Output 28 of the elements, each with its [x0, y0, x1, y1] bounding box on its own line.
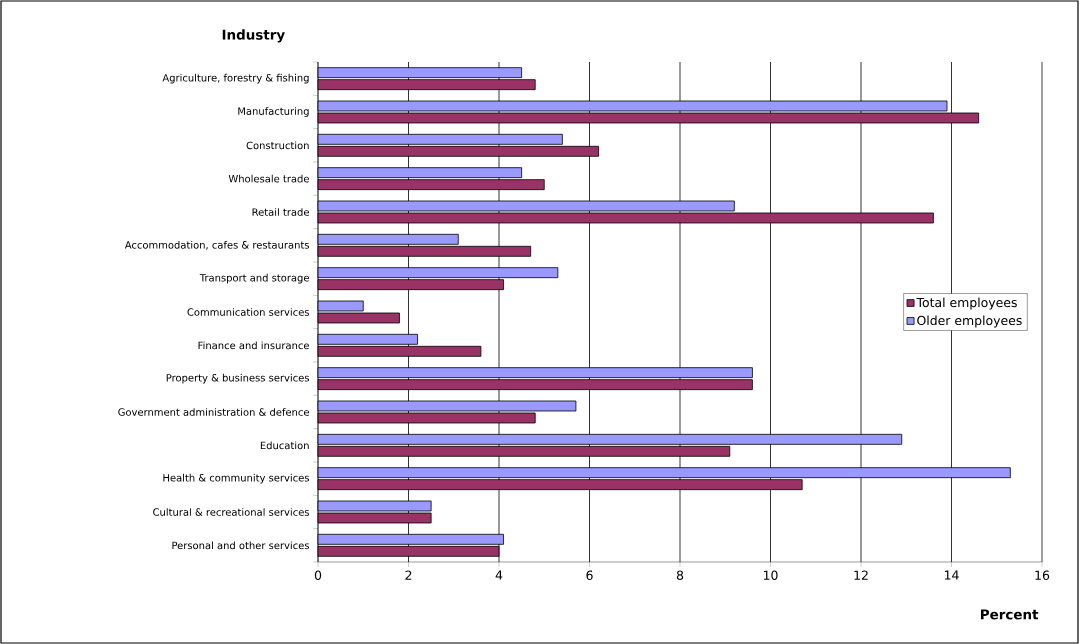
y-tick-label: Manufacturing	[238, 107, 309, 117]
y-tick-label: Agriculture, forestry & fishing	[162, 73, 309, 84]
y-tick-label: Construction	[246, 141, 309, 150]
y-tick-label: Property & business services	[166, 373, 310, 384]
x-tick-label: 4	[495, 570, 503, 580]
x-tick-label: 12	[854, 570, 868, 580]
x-tick-label: 2	[405, 570, 412, 580]
y-tick-label: Cultural & recreational services	[153, 508, 310, 516]
y-tick-label: Education	[260, 441, 309, 450]
y-tick-label: Transport and storage	[199, 273, 309, 284]
x-tick-label: 16	[1035, 570, 1050, 580]
x-tick-label: 0	[314, 570, 322, 580]
legend-label: Older employees	[917, 315, 1022, 328]
x-axis-title: Percent	[981, 609, 1039, 620]
x-tick-label: 8	[676, 570, 684, 580]
x-tick-label: 6	[586, 570, 593, 580]
y-tick-label: Personal and other services	[172, 541, 309, 550]
y-tick-label: Accommodation, cafes & restaurants	[124, 240, 310, 250]
x-tick-label: 14	[944, 570, 959, 580]
y-tick-label: Government administration & defence	[118, 408, 309, 416]
legend-label: Total employees	[916, 297, 1017, 310]
y-tick-label: Communication services	[187, 308, 309, 316]
y-tick-label: Retail trade	[252, 208, 309, 216]
y-tick-label: Finance and insurance	[198, 341, 309, 350]
y-tick-label: Wholesale trade	[228, 174, 309, 183]
y-tick-label: Health & community services	[163, 473, 310, 484]
y-axis-title: Industry	[222, 29, 285, 43]
x-tick-label: 10	[763, 570, 778, 580]
